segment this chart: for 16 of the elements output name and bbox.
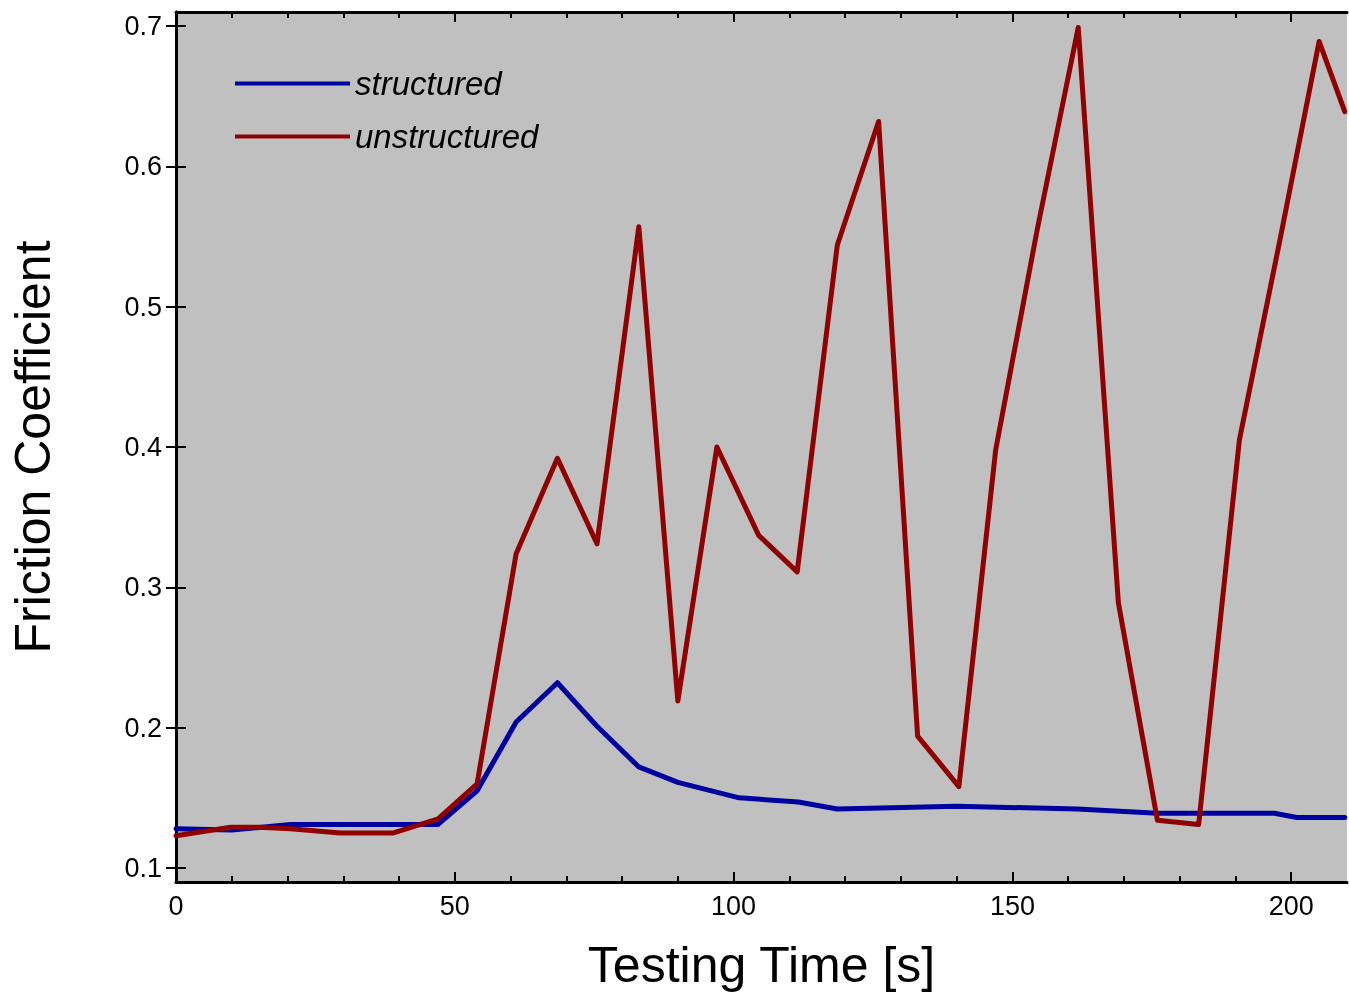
- y-tick-label: 0.2: [124, 712, 162, 743]
- x-tick-label: 200: [1268, 890, 1314, 921]
- y-tick-label: 0.3: [124, 572, 162, 603]
- x-tick-label: 50: [439, 890, 470, 921]
- y-axis-title: Friction Coefficient: [5, 240, 61, 654]
- x-tick-label: 100: [711, 890, 757, 921]
- legend-label: unstructured: [355, 118, 541, 155]
- x-tick-label: 0: [168, 890, 184, 921]
- y-tick-label: 0.1: [124, 852, 162, 883]
- y-tick-label: 0.7: [124, 11, 162, 42]
- legend-label: structured: [355, 65, 504, 102]
- y-tick-label: 0.4: [124, 432, 162, 462]
- y-tick-label: 0.5: [124, 291, 162, 322]
- x-tick-label: 150: [989, 890, 1035, 921]
- x-axis-title: Testing Time [s]: [587, 937, 936, 993]
- y-tick-label: 0.6: [124, 151, 162, 182]
